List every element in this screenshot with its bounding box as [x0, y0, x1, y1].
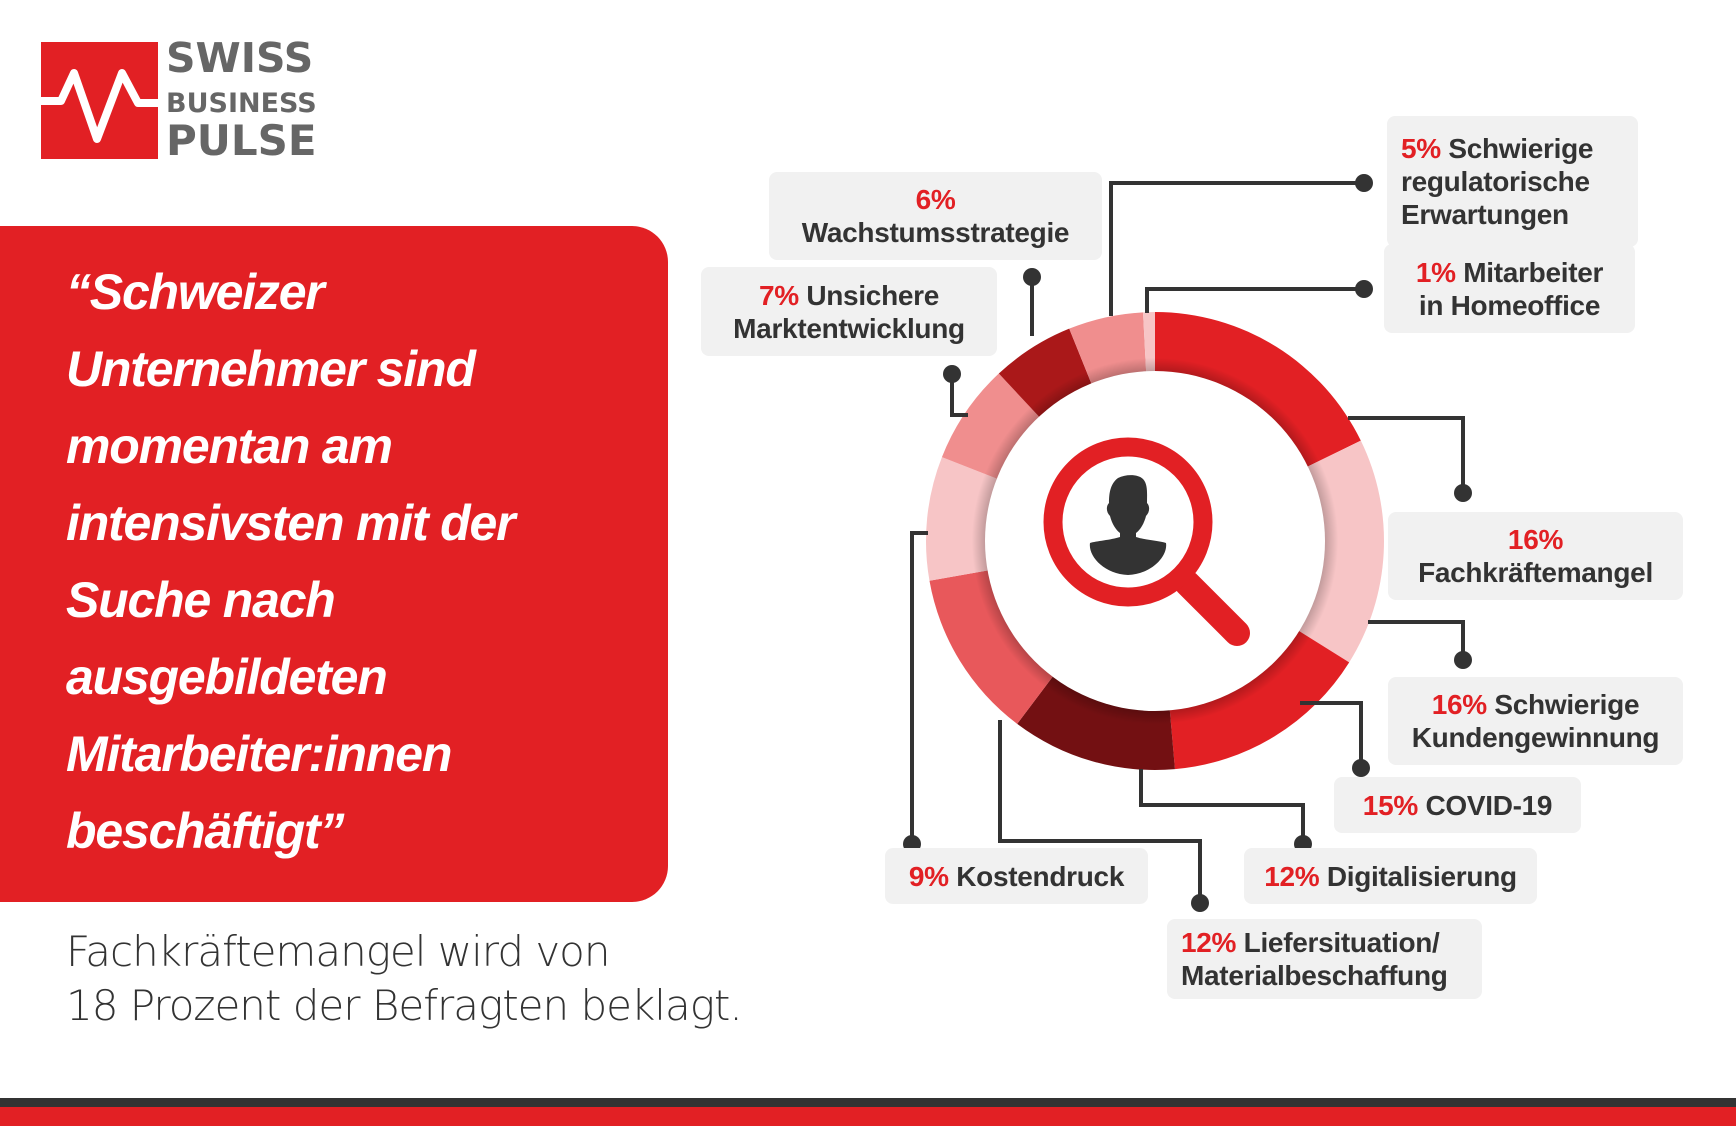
label-text: in Homeoffice	[1418, 289, 1601, 321]
dot-icon	[1355, 280, 1373, 298]
quote-line: ausgebildeten	[66, 649, 388, 705]
subtitle-line: Fachkräftemangel wird von	[66, 927, 610, 976]
footer-bar-red	[0, 1107, 1736, 1126]
label-percent: 1%	[1415, 256, 1456, 288]
quote-line: “Schweizer	[66, 264, 325, 320]
connector-covid	[1300, 701, 1363, 765]
label-text: Marktentwicklung	[733, 312, 965, 344]
label-text: Schwierige	[1494, 689, 1640, 720]
logo-line-swiss: SWISS	[166, 34, 314, 82]
label-text: Liefersituation/	[1243, 927, 1440, 958]
label-percent: 16%	[1507, 524, 1564, 555]
label-text: Digitalisierung	[1326, 860, 1517, 892]
label-text: Unsichere	[806, 279, 940, 311]
label-wachstumsstrategie: 6% Wachstumsstrategie	[769, 172, 1102, 260]
label-text: COVID-19	[1425, 789, 1553, 821]
label-text: Kostendruck	[956, 860, 1125, 892]
dot-icon	[943, 365, 961, 383]
quote-line: Unternehmer sind	[66, 341, 476, 397]
connector-homeoffice	[1145, 287, 1364, 313]
label-text: regulatorische	[1401, 166, 1590, 197]
dot-icon	[1454, 484, 1472, 502]
label-fachkraeftemangel: 16% Fachkräftemangel	[1388, 512, 1683, 600]
logo-line-business: BUSINESS	[166, 88, 317, 119]
label-covid: 15% COVID-19	[1334, 777, 1581, 833]
label-homeoffice: 1% Mitarbeiter in Homeoffice	[1384, 244, 1635, 333]
connector-liefersituation	[998, 720, 1202, 900]
dot-icon	[1352, 759, 1370, 777]
label-digitalisierung: 12% Digitalisierung	[1244, 848, 1537, 904]
pulse-line-icon	[37, 69, 162, 143]
label-percent: 5%	[1401, 133, 1441, 164]
person-icon	[1089, 475, 1167, 575]
label-percent: 12%	[1264, 860, 1320, 892]
label-percent: 7%	[758, 279, 799, 311]
label-percent: 6%	[915, 184, 956, 215]
quote-text: “Schweizer Unternehmer sind momentan am …	[66, 254, 656, 870]
dot-icon	[1023, 268, 1041, 286]
label-percent: 12%	[1181, 927, 1237, 958]
quote-line: beschäftigt”	[66, 803, 345, 859]
connector-fachkraeftemangel	[1348, 416, 1465, 490]
label-text: Kundengewinnung	[1411, 722, 1660, 753]
subtitle-line: 18 Prozent der Befragten beklagt.	[66, 981, 743, 1030]
label-marktentwicklung: 7% Unsichere Marktentwicklung	[701, 267, 997, 356]
label-kundengewinnung: 16% Schwierige Kundengewinnung	[1388, 677, 1683, 765]
logo-line-pulse: PULSE	[166, 116, 317, 165]
label-text: Materialbeschaffung	[1181, 960, 1448, 991]
quote-line: intensivsten mit der	[66, 495, 516, 551]
label-text: Mitarbeiter	[1463, 256, 1604, 288]
logo-wordmark: SWISS BUSINESS PULSE	[166, 38, 317, 162]
connector-regulatorisch	[1109, 181, 1364, 316]
connector-kostendruck	[910, 531, 928, 840]
quote-box	[0, 226, 668, 902]
label-text: Erwartungen	[1401, 199, 1569, 230]
magnifier-person-icon	[1043, 437, 1250, 646]
label-text: Wachstumsstrategie	[801, 217, 1070, 248]
label-kostendruck: 9% Kostendruck	[885, 848, 1148, 904]
quote-line: Mitarbeiter:innen	[66, 726, 452, 782]
label-regulatorisch: 5% Schwierige regulatorische Erwartungen	[1387, 116, 1638, 247]
logo-mark	[37, 42, 162, 159]
label-text: Schwierige	[1448, 133, 1594, 164]
label-percent: 15%	[1362, 789, 1418, 821]
dot-icon	[1355, 174, 1373, 192]
label-liefersituation: 12% Liefersituation/ Materialbeschaffung	[1167, 919, 1482, 999]
dot-icon	[1191, 894, 1209, 912]
label-percent: 16%	[1431, 689, 1487, 720]
quote-line: Suche nach	[66, 572, 336, 628]
label-text: Fachkräftemangel	[1418, 557, 1653, 588]
dot-icon	[1454, 651, 1472, 669]
subtitle: Fachkräftemangel wird von 18 Prozent der…	[66, 925, 743, 1033]
connector-marktentwicklung	[950, 374, 968, 417]
connector-digitalisierung	[1139, 769, 1305, 840]
connector-kundengewinnung	[1368, 620, 1465, 657]
label-percent: 9%	[908, 860, 949, 892]
connector-lines	[910, 181, 1465, 900]
footer-bar-dark	[0, 1098, 1736, 1107]
quote-line: momentan am	[66, 418, 393, 474]
